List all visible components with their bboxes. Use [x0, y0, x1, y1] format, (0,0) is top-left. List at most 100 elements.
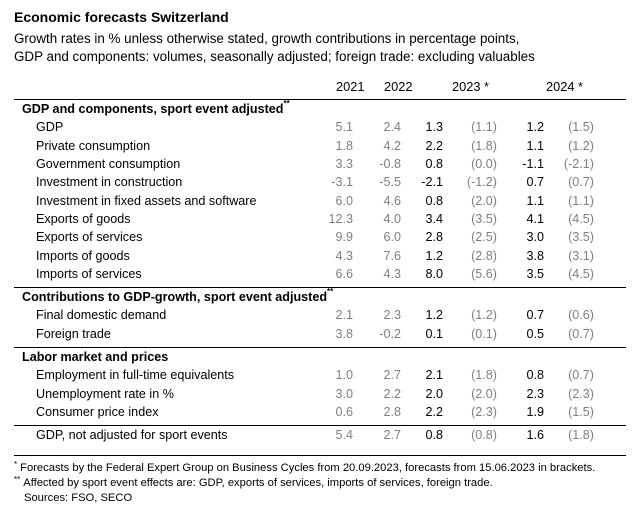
- table-row: Final domestic demand 2.1 2.3 1.2 (1.2) 0.7 (0…: [14, 306, 626, 324]
- row-label: Government consumption: [36, 157, 181, 172]
- section-heading-contributions: Contributions to GDP-growth, sport event…: [14, 286, 627, 307]
- col-header-2024: 2024 *: [546, 79, 584, 94]
- previous-forecast-2024: (0.6): [568, 308, 594, 323]
- section-heading-row: GDP and components, sport event adjusted…: [14, 99, 627, 119]
- subtitle-line-1: Growth rates in % unless otherwise state…: [14, 31, 520, 46]
- col-header-2021: 2021: [336, 79, 365, 94]
- value-2021: 2.1: [335, 308, 353, 323]
- previous-forecast-2023: (2.3): [471, 404, 497, 419]
- previous-forecast-2024: (4.5): [568, 266, 594, 281]
- value-2021: 12.3: [328, 211, 353, 226]
- previous-forecast-2024: (0.7): [568, 326, 594, 341]
- footnote-2: ** Affected by sport event effects are: G…: [14, 475, 493, 490]
- table-row: Government consumption 3.3 -0.8 0.8 (0.0) -1.…: [14, 155, 626, 173]
- previous-forecast-2023: (0.1): [471, 326, 497, 341]
- value-2021: 3.8: [335, 326, 353, 341]
- table-row: Employment in full-time equivalents 1.0 2.…: [14, 366, 626, 384]
- previous-forecast-2024: (1.5): [568, 120, 594, 135]
- value-2021: 0.6: [335, 404, 353, 419]
- value-2022: 2.7: [353, 425, 401, 445]
- forecast-2023: 3.4: [425, 211, 443, 226]
- section-heading-row: Labor market and prices: [14, 346, 627, 367]
- col-header-2022: 2022: [384, 79, 413, 94]
- table-row: Unemployment rate in % 3.0 2.2 2.0 (2.0) 2.3 (…: [14, 384, 626, 402]
- value-2021: 6.0: [335, 193, 353, 208]
- previous-forecast-2023: (-1.2): [466, 175, 497, 190]
- previous-forecast-2024: (0.7): [568, 175, 594, 190]
- section-heading-gdp: GDP and components, sport event adjusted…: [14, 99, 627, 119]
- forecast-2023: 2.0: [425, 386, 443, 401]
- value-2022: -5.5: [379, 175, 401, 190]
- forecast-2024: 2.3: [526, 386, 544, 401]
- previous-forecast-2024: (3.1): [568, 248, 594, 263]
- table-row: Exports of goods 12.3 4.0 3.4 (3.5) 4.1 (4.5): [14, 210, 626, 228]
- forecast-2024: 3.8: [526, 248, 544, 263]
- forecast-2024: -1.1: [522, 157, 544, 172]
- value-2021: 9.9: [335, 230, 353, 245]
- value-2022: 4.3: [383, 266, 401, 281]
- previous-forecast-2024: (3.5): [568, 230, 594, 245]
- forecast-2023: 1.3: [425, 120, 443, 135]
- forecast-2024: 1.2: [526, 120, 544, 135]
- value-2022: 4.0: [383, 211, 401, 226]
- forecast-2024: 1.1: [526, 138, 544, 153]
- section-heading-row: Contributions to GDP-growth, sport event…: [14, 286, 627, 307]
- previous-forecast-2023: (1.2): [471, 308, 497, 323]
- table-row: Consumer price index 0.6 2.8 2.2 (2.3) 1.9 (1.…: [14, 403, 626, 421]
- previous-forecast-2023: (3.5): [471, 211, 497, 226]
- forecast-2024: 3.5: [526, 266, 544, 281]
- footnote-1: * Forecasts by the Federal Expert Group o…: [14, 460, 596, 475]
- row-label: Imports of goods: [36, 248, 130, 263]
- previous-forecast-2023: (1.1): [471, 120, 497, 135]
- value-2022: 2.3: [383, 308, 401, 323]
- previous-forecast-2023: (2.8): [471, 248, 497, 263]
- page-title: Economic forecasts Switzerland: [14, 9, 229, 25]
- previous-forecast-2023: (2.0): [471, 193, 497, 208]
- value-2021: 3.0: [335, 386, 353, 401]
- forecast-2023: 0.8: [401, 425, 443, 445]
- row-label: Private consumption: [36, 138, 151, 153]
- previous-forecast-2023: (0.0): [471, 157, 497, 172]
- row-label: Exports of goods: [36, 211, 131, 226]
- row-label: Unemployment rate in %: [36, 386, 174, 401]
- value-2021: -3.1: [331, 175, 353, 190]
- value-2021: 1.0: [335, 368, 353, 383]
- forecast-2024: 1.6: [497, 425, 544, 445]
- forecast-2023: 0.8: [425, 193, 443, 208]
- previous-forecast-2023: (2.0): [471, 386, 497, 401]
- forecast-2024: 0.8: [526, 368, 544, 383]
- value-2021: 4.3: [335, 248, 353, 263]
- table-row: Imports of services 6.6 4.3 8.0 (5.6) 3.5 (4.5…: [14, 265, 626, 283]
- value-2022: 4.2: [383, 138, 401, 153]
- sources: Sources: FSO, SECO: [24, 492, 133, 504]
- row-label: Investment in fixed assets and software: [36, 193, 257, 208]
- bottom-rule: [14, 455, 626, 456]
- forecast-2023: -2.1: [421, 175, 443, 190]
- previous-forecast-2024: (0.7): [568, 368, 594, 383]
- value-2022: 4.6: [383, 193, 401, 208]
- row-label: GDP, not adjusted for sport events: [14, 425, 308, 445]
- previous-forecast-2023: (1.8): [471, 368, 497, 383]
- table-row: Private consumption 1.8 4.2 2.2 (1.8) 1.1 (1.2…: [14, 137, 626, 155]
- forecast-2024: 1.1: [526, 193, 544, 208]
- value-2021: 5.4: [308, 425, 353, 445]
- row-label: Employment in full-time equivalents: [36, 368, 235, 383]
- forecast-2024: 0.7: [526, 175, 544, 190]
- value-2022: 2.7: [383, 368, 401, 383]
- row-label: Foreign trade: [36, 326, 111, 341]
- col-header-2023: 2023 *: [452, 79, 490, 94]
- value-2022: -0.2: [379, 326, 401, 341]
- forecast-2024: 4.1: [526, 211, 544, 226]
- row-label: Exports of services: [36, 230, 143, 245]
- forecast-2024: 3.0: [526, 230, 544, 245]
- forecast-2023: 1.2: [425, 248, 443, 263]
- forecast-2023: 0.8: [425, 157, 443, 172]
- forecast-2024: 1.9: [526, 404, 544, 419]
- table-row: Investment in construction -3.1 -5.5 -2.1 (-…: [14, 173, 626, 191]
- row-label: Investment in construction: [36, 175, 183, 190]
- row-label: Consumer price index: [36, 404, 159, 419]
- previous-forecast-2024: (4.5): [568, 211, 594, 226]
- forecast-2023: 1.2: [425, 308, 443, 323]
- row-label: GDP: [36, 120, 64, 135]
- table-row: Exports of services 9.9 6.0 2.8 (2.5) 3.0 (3.5…: [14, 228, 626, 246]
